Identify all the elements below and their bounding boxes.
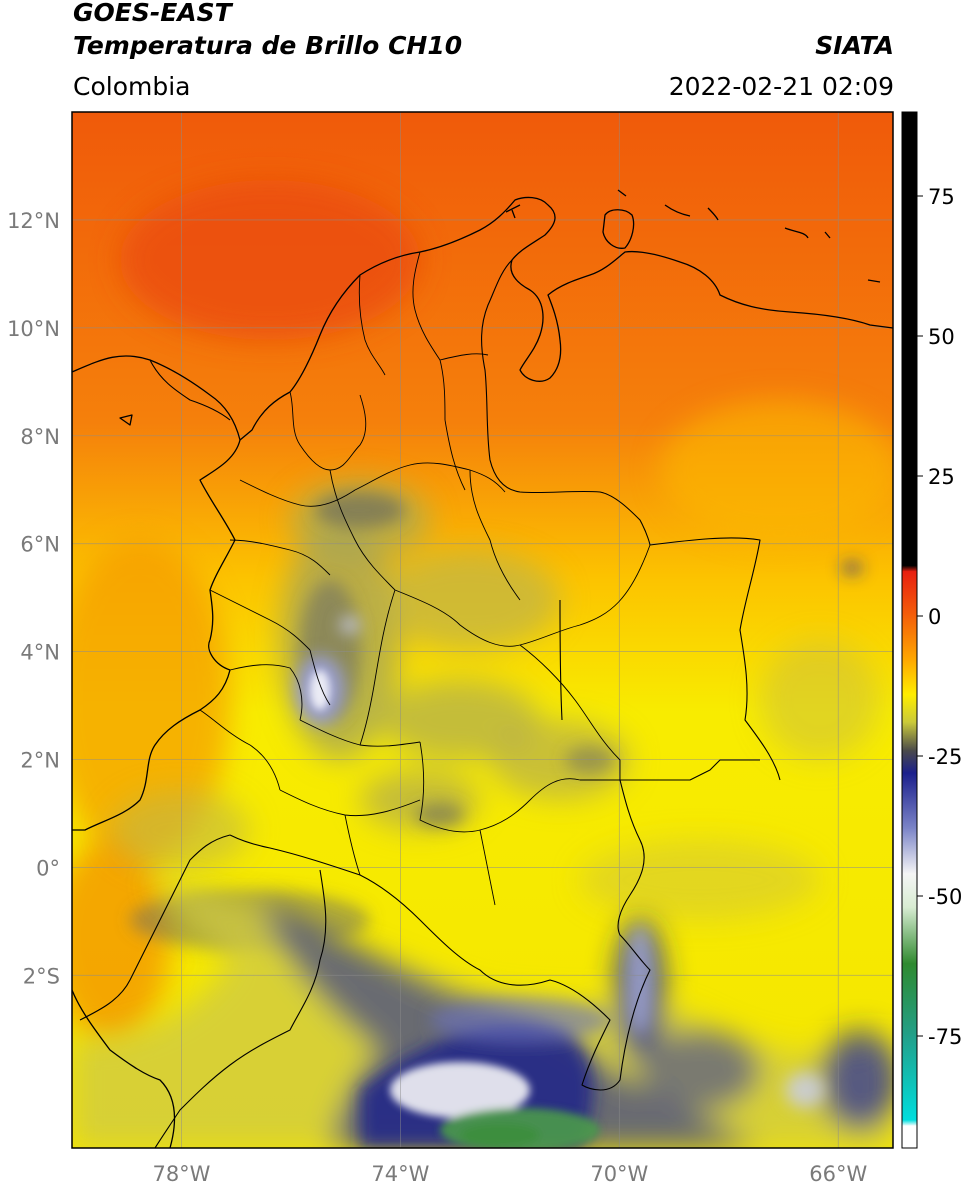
colorbar-tick-label: 25 (928, 465, 955, 489)
colorbar-segment (902, 873, 917, 908)
region-label: Colombia (73, 72, 191, 101)
latitude-tick-label: 4°N (20, 641, 60, 665)
latitude-tick-label: 10°N (7, 317, 60, 341)
product-title: Temperatura de Brillo CH10 (73, 31, 463, 60)
latitude-tick-label: 2°S (23, 964, 60, 988)
longitude-tick-label: 74°W (371, 1162, 429, 1186)
timestamp-label: 2022-02-21 02:09 (668, 72, 894, 101)
colorbar-segment (902, 963, 917, 1037)
latitude-tick-label: 12°N (7, 209, 60, 233)
colorbar-tick-label: 75 (928, 185, 955, 209)
latitude-tick-label: 0° (36, 856, 60, 880)
colorbar-segment (902, 1120, 917, 1127)
colorbar-frame (901, 111, 918, 1149)
colorbar-segment (902, 571, 917, 617)
longitude-tick-label: 78°W (152, 1162, 210, 1186)
axis-labels: 78°W 74°W 70°W 66°W 12°N 10°N 8°N 6°N 4°N 2°N 0° 2°… (7, 209, 867, 1186)
cloud-core-coldest (310, 670, 600, 1148)
department-borders (199, 251, 651, 906)
colorbar-segment (902, 616, 917, 662)
warm-ocean-area (72, 180, 893, 1040)
colorbar-segment (902, 694, 917, 723)
colorbar-segment (902, 750, 917, 774)
colorbar-tick-label: -25 (928, 745, 962, 769)
colorbar-segment (902, 1125, 917, 1149)
colorbar-segment (902, 828, 917, 875)
satellite-title: GOES-EAST (73, 0, 232, 27)
colorbar-segment (902, 112, 917, 567)
colorbar: 75 50 25 0 -25 -50 -75 (901, 111, 962, 1149)
latitude-tick-label: 6°N (20, 533, 60, 557)
coastline (72, 189, 893, 1148)
latitude-tick-label: 2°N (20, 749, 60, 773)
colorbar-segment (902, 722, 917, 751)
brand-label: SIATA (815, 31, 894, 60)
colorbar-segment (902, 660, 917, 695)
colorbar-segment (902, 907, 917, 964)
colorbar-tick-label: 0 (928, 605, 941, 629)
colorbar-segment (902, 772, 917, 830)
longitude-tick-label: 66°W (809, 1162, 867, 1186)
longitude-tick-label: 70°W (590, 1162, 648, 1186)
latitude-tick-label: 8°N (20, 425, 60, 449)
colorbar-segment (902, 1036, 917, 1121)
colorbar-segment (902, 565, 917, 572)
colorbar-tick-label: -50 (928, 885, 962, 909)
map-frame (71, 111, 894, 1149)
colorbar-tick-label: 50 (928, 325, 955, 349)
satellite-image (72, 112, 893, 1148)
colorbar-tick-label: -75 (928, 1025, 962, 1049)
